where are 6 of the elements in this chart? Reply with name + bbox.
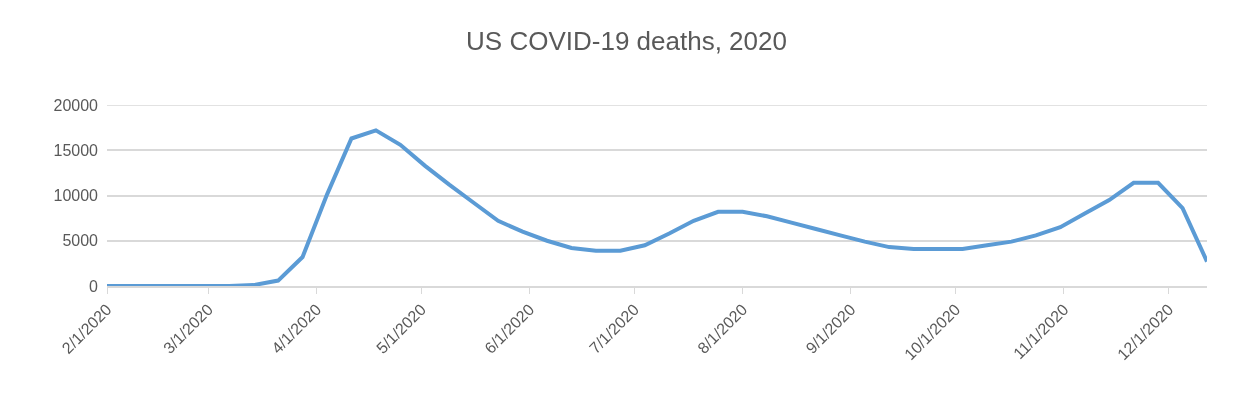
chart-title: US COVID-19 deaths, 2020 xyxy=(466,25,787,56)
y-tick-label: 10000 xyxy=(53,187,99,205)
y-tick-label: 20000 xyxy=(53,96,99,114)
y-tick-label: 15000 xyxy=(53,141,99,159)
y-tick-label: 0 xyxy=(89,277,99,295)
y-tick-label: 5000 xyxy=(62,232,99,250)
